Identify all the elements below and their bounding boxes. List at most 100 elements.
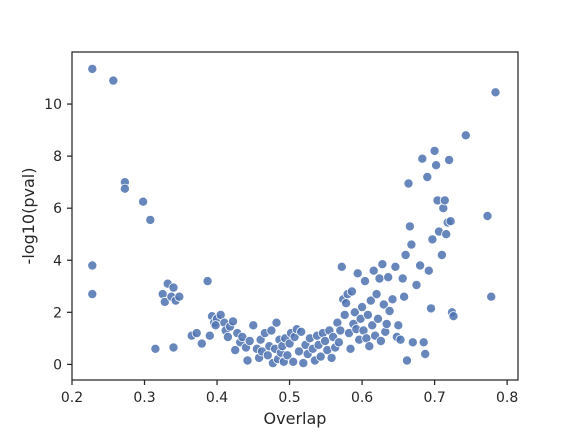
- data-point: [429, 145, 440, 156]
- data-point: [420, 348, 431, 359]
- x-axis-ticks: 0.2 0.3 0.4 0.5 0.6 0.7 0.8: [61, 380, 518, 406]
- data-point: [439, 195, 450, 206]
- data-point: [415, 260, 426, 271]
- data-point: [387, 294, 398, 305]
- data-point: [383, 272, 394, 283]
- data-points: [87, 63, 501, 369]
- data-point: [418, 337, 429, 348]
- data-point: [204, 330, 215, 341]
- x-tick-label: 0.8: [496, 390, 518, 406]
- data-point: [384, 305, 395, 316]
- data-point: [431, 160, 442, 171]
- plot-frame: [71, 51, 519, 381]
- data-point: [282, 350, 293, 361]
- data-point: [371, 289, 382, 300]
- data-point: [359, 276, 370, 287]
- data-point: [448, 311, 459, 322]
- data-point: [367, 320, 378, 331]
- data-point: [298, 358, 309, 369]
- data-point: [375, 335, 386, 346]
- data-point: [381, 318, 392, 329]
- data-point: [417, 153, 428, 164]
- data-point: [326, 352, 337, 363]
- data-point: [242, 355, 253, 366]
- data-point: [372, 313, 383, 324]
- y-tick-label: 6: [53, 201, 62, 217]
- data-point: [399, 291, 410, 302]
- data-point: [244, 335, 255, 346]
- y-axis-ticks: 0 2 4 6 8 10: [44, 97, 72, 373]
- x-tick-label: 0.6: [351, 390, 373, 406]
- data-point: [296, 326, 307, 337]
- x-axis-label: Overlap: [264, 409, 327, 428]
- data-point: [460, 130, 471, 141]
- data-point: [336, 261, 347, 272]
- y-axis-label: -log10(pval): [19, 168, 38, 265]
- data-point: [425, 303, 436, 314]
- x-tick-label: 0.3: [133, 390, 155, 406]
- data-point: [482, 210, 493, 221]
- data-point: [87, 63, 98, 74]
- data-point: [486, 291, 497, 302]
- data-point: [108, 75, 119, 86]
- data-point: [445, 216, 456, 227]
- y-tick-label: 8: [53, 149, 62, 165]
- data-point: [248, 320, 259, 331]
- data-point: [202, 276, 213, 287]
- data-point: [138, 196, 149, 207]
- data-point: [150, 343, 161, 354]
- data-point: [368, 265, 379, 276]
- data-point: [490, 87, 501, 98]
- data-point: [210, 320, 221, 331]
- data-point: [284, 338, 295, 349]
- x-tick-label: 0.2: [61, 390, 83, 406]
- data-point: [288, 356, 299, 367]
- data-point: [407, 337, 418, 348]
- data-point: [397, 273, 408, 284]
- data-point: [422, 171, 433, 182]
- data-point: [271, 317, 282, 328]
- data-point: [404, 221, 415, 232]
- data-point: [374, 273, 385, 284]
- data-point: [393, 320, 404, 331]
- x-tick-label: 0.4: [206, 390, 228, 406]
- data-point: [436, 249, 447, 260]
- data-point: [390, 261, 401, 272]
- data-point: [423, 265, 434, 276]
- data-point: [362, 309, 373, 320]
- data-point: [444, 154, 455, 165]
- data-point: [119, 183, 130, 194]
- data-point: [341, 298, 352, 309]
- y-tick-label: 10: [44, 97, 62, 113]
- data-point: [168, 342, 179, 353]
- data-point: [427, 234, 438, 245]
- data-point: [222, 331, 233, 342]
- data-point: [400, 249, 411, 260]
- data-point: [346, 286, 357, 297]
- data-point: [364, 341, 375, 352]
- data-point: [357, 302, 368, 313]
- x-tick-label: 0.5: [278, 390, 300, 406]
- y-tick-label: 0: [53, 357, 62, 373]
- data-point: [365, 295, 376, 306]
- y-tick-label: 2: [53, 305, 62, 321]
- data-point: [406, 239, 417, 250]
- data-point: [335, 325, 346, 336]
- data-point: [145, 214, 156, 225]
- data-point: [441, 229, 452, 240]
- data-point: [349, 307, 360, 318]
- data-point: [87, 289, 98, 300]
- data-point: [320, 335, 331, 346]
- y-tick-label: 4: [53, 253, 62, 269]
- data-point: [352, 268, 363, 279]
- data-point: [230, 345, 241, 356]
- data-point: [345, 343, 356, 354]
- data-point: [403, 178, 414, 189]
- data-point: [315, 351, 326, 362]
- data-point: [377, 259, 388, 270]
- data-point: [395, 334, 406, 345]
- data-point: [333, 337, 344, 348]
- data-point: [196, 338, 207, 349]
- data-point: [191, 328, 202, 339]
